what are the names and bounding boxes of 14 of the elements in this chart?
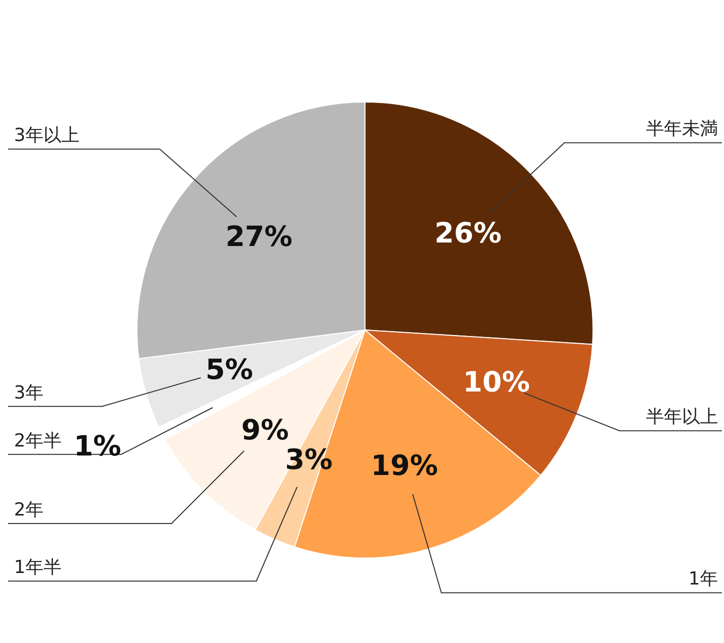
data-label: 5% [205, 352, 254, 386]
slice-label: 2年半 [14, 430, 62, 452]
slice-label: 1年半 [14, 557, 62, 578]
slice-label: 2年 [14, 499, 44, 520]
data-label: 27% [225, 220, 292, 254]
slice-label: 3年以上 [14, 125, 80, 146]
slice-label: 半年未満 [646, 118, 718, 140]
slice-label: 半年以上 [646, 406, 718, 428]
slice-label: 3年 [14, 382, 44, 404]
data-label: 19% [370, 449, 438, 482]
data-label: 26% [434, 216, 502, 250]
data-label: 10% [462, 366, 530, 399]
data-label: 1% [74, 429, 122, 462]
slice-label: 1年 [688, 568, 718, 590]
